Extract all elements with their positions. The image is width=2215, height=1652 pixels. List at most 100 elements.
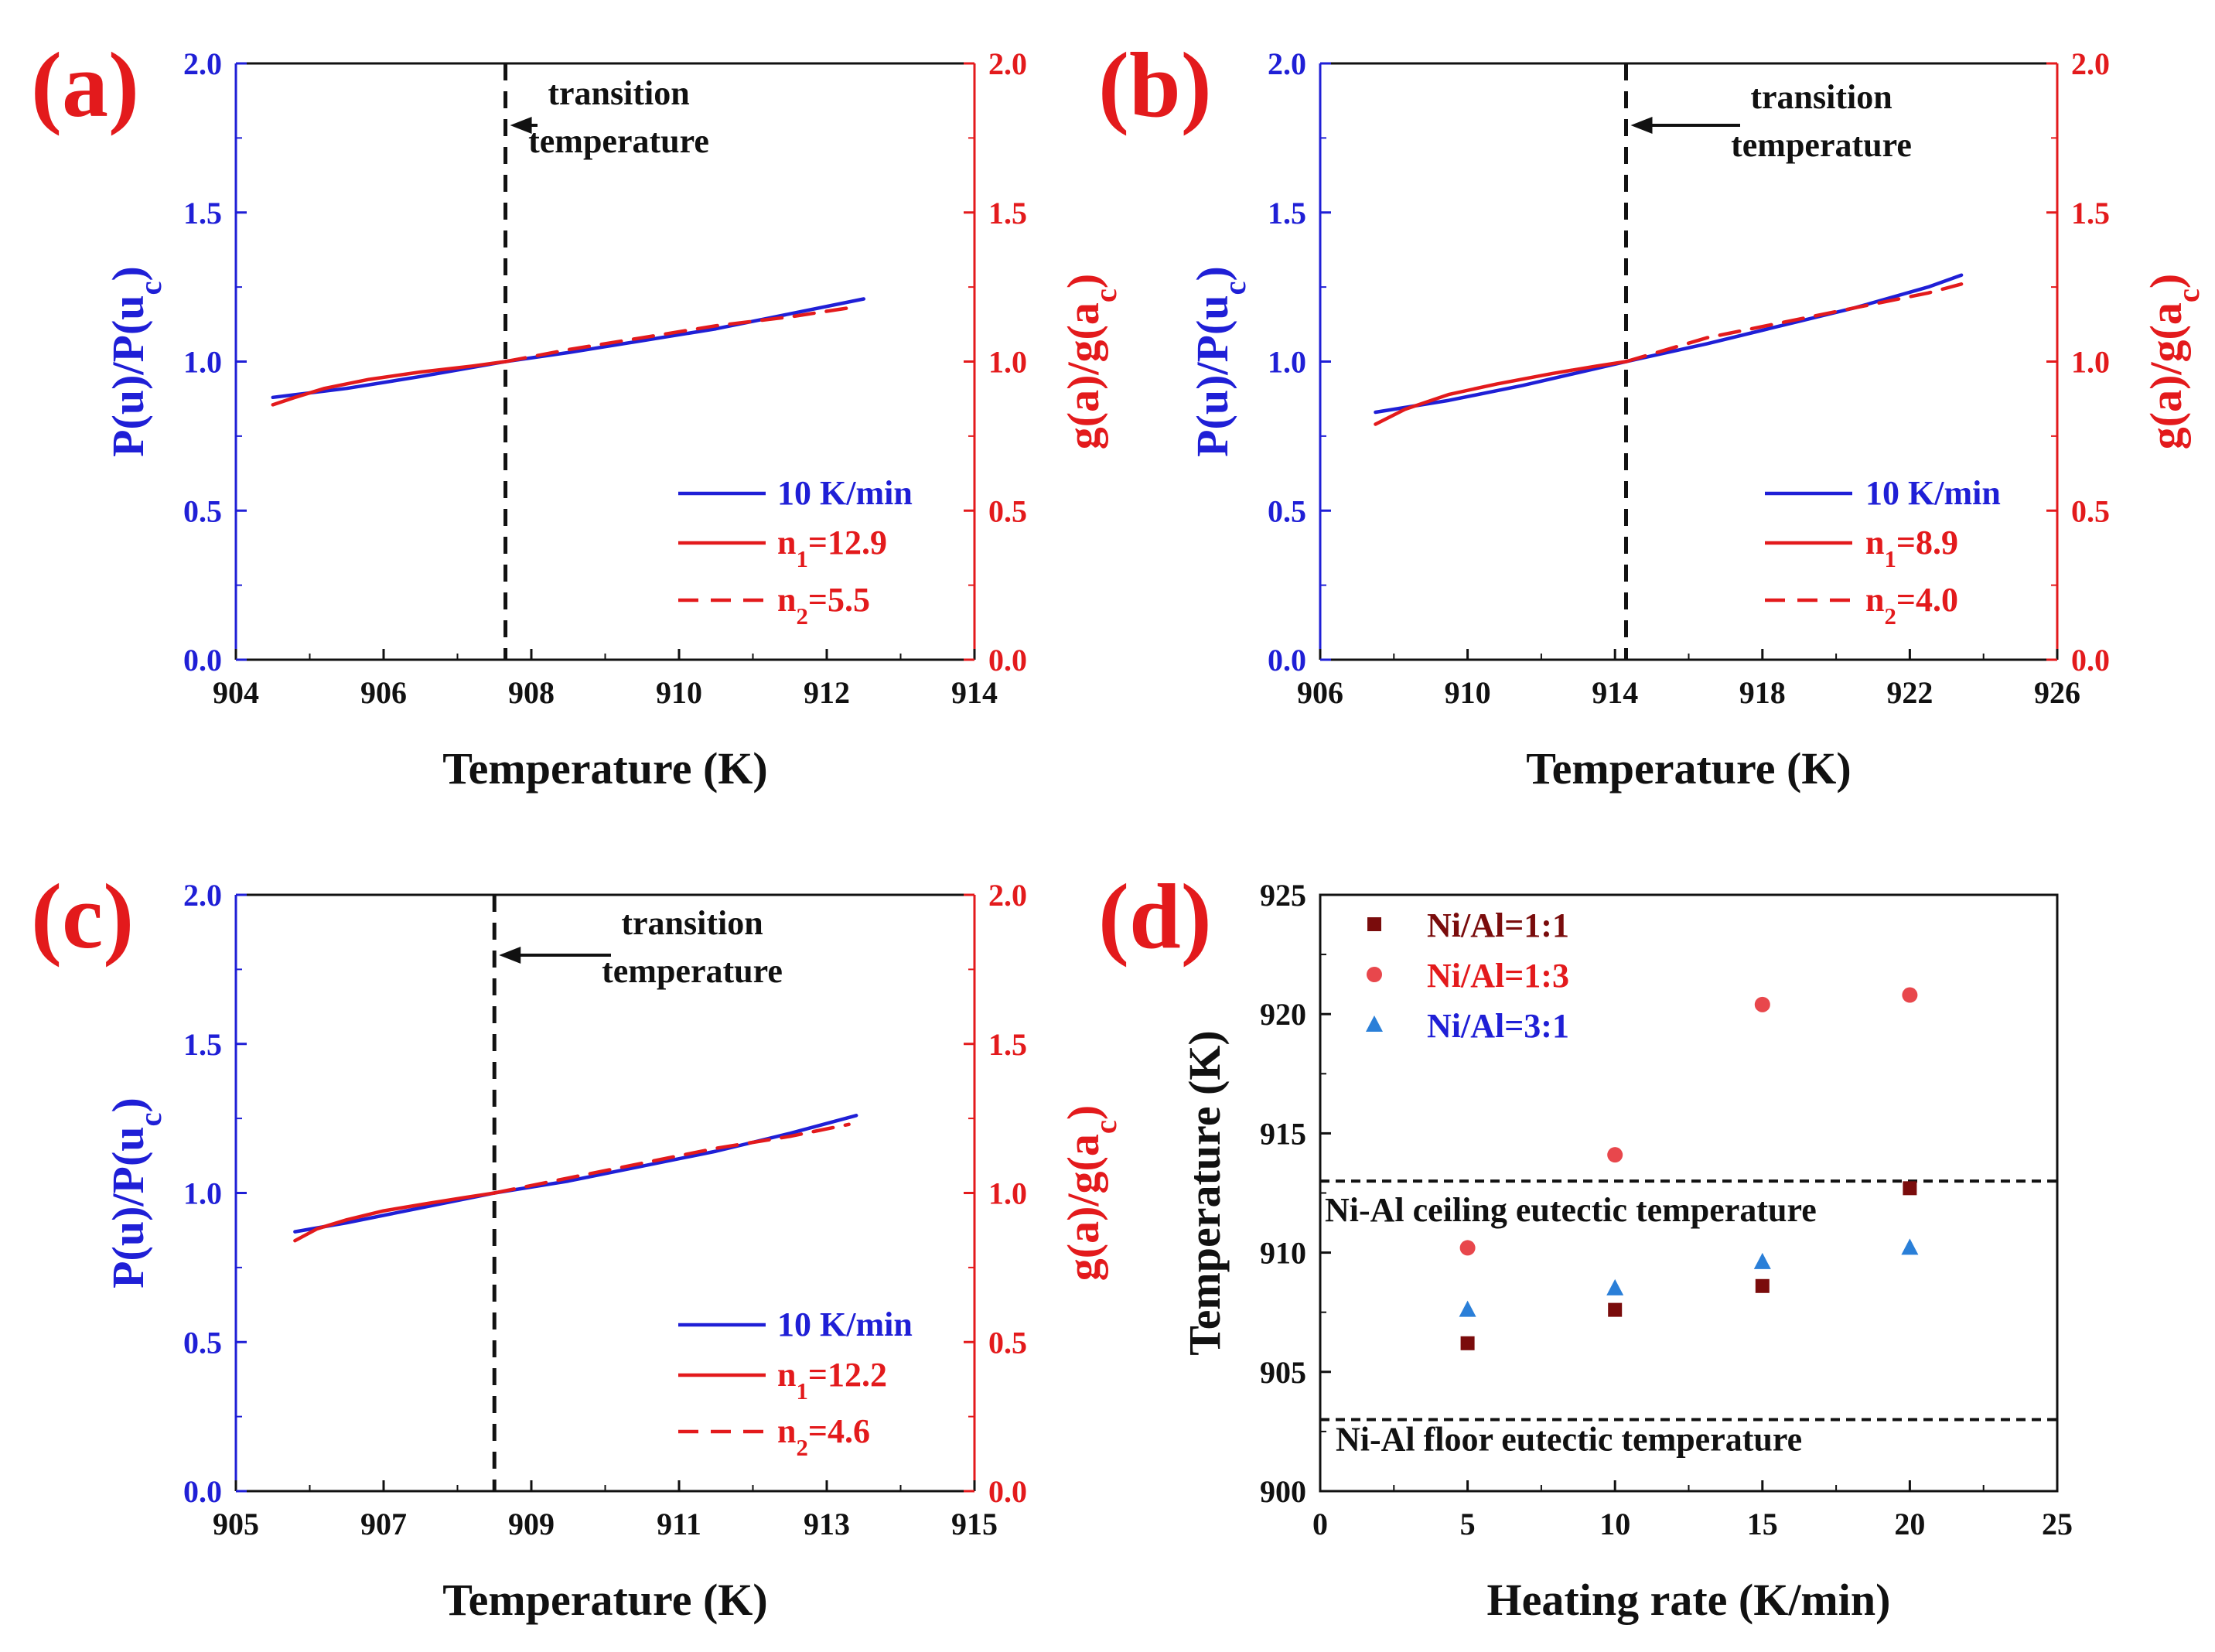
annotation-line-1: transition — [1750, 78, 1892, 116]
series-line-2 — [493, 1122, 851, 1195]
series-line-1 — [271, 360, 507, 407]
series-line-1 — [293, 1191, 497, 1243]
panel-label: (c) — [31, 865, 134, 968]
legend-marker — [1366, 1015, 1383, 1032]
annotation-arrow-head — [1630, 117, 1653, 134]
legend-label: Ni/Al=1:3 — [1427, 957, 1569, 995]
x-tick-label: 905 — [213, 1507, 259, 1541]
x-tick-label: 907 — [360, 1507, 407, 1541]
data-point — [1902, 987, 1918, 1003]
right-y-tick-label: 1.0 — [2071, 345, 2110, 380]
x-tick-label: 909 — [508, 1507, 555, 1541]
left-y-tick-label: 0.0 — [183, 1474, 222, 1509]
x-tick-label: 914 — [951, 675, 998, 710]
data-point — [1460, 1336, 1475, 1350]
series-line-0 — [1374, 273, 1964, 415]
x-tick-label: 15 — [1747, 1507, 1778, 1541]
data-point — [1755, 1278, 1770, 1293]
left-y-tick-label: 0.0 — [183, 643, 222, 678]
annotation-line-2: temperature — [1731, 126, 1912, 164]
x-axis-label: Temperature (K) — [442, 743, 767, 794]
right-y-tick-label: 0.0 — [988, 1474, 1027, 1509]
y-tick-label: 900 — [1260, 1474, 1306, 1509]
legend-label: 10 K/min — [777, 1306, 913, 1343]
legend-marker — [1367, 917, 1381, 931]
left-y-tick-label: 0.5 — [1268, 493, 1306, 528]
left-y-axis-label: P(u)/P(uc) — [103, 1097, 168, 1288]
panel-label: (b) — [1098, 33, 1212, 136]
x-tick-label: 911 — [657, 1507, 701, 1541]
data-point — [1606, 1278, 1624, 1295]
legend-label: n2=5.5 — [777, 581, 870, 630]
left-y-tick-label: 1.0 — [183, 345, 222, 380]
x-tick-label: 910 — [656, 675, 702, 710]
right-y-axis-label: g(a)/g(ac) — [1058, 274, 1123, 449]
right-y-tick-label: 0.5 — [988, 1325, 1027, 1360]
x-tick-label: 20 — [1894, 1507, 1925, 1541]
legend-label: 10 K/min — [777, 474, 913, 512]
floor-label: Ni-Al floor eutectic temperature — [1336, 1420, 1802, 1458]
y-tick-label: 920 — [1260, 997, 1306, 1032]
left-y-tick-label: 0.5 — [183, 493, 222, 528]
right-y-tick-label: 2.0 — [988, 878, 1027, 913]
left-y-tick-label: 1.5 — [1268, 196, 1306, 230]
y-axis-label: Temperature (K) — [1179, 1030, 1230, 1355]
y-tick-label: 910 — [1260, 1236, 1306, 1271]
right-y-tick-label: 1.0 — [988, 345, 1027, 380]
left-y-tick-label: 0.0 — [1268, 643, 1306, 678]
series-line-2 — [1624, 282, 1964, 364]
annotation-line-2: temperature — [528, 122, 709, 160]
legend-label: Ni/Al=3:1 — [1427, 1007, 1569, 1045]
ceiling-label: Ni-Al ceiling eutectic temperature — [1325, 1191, 1817, 1229]
left-y-tick-label: 0.5 — [183, 1325, 222, 1360]
x-tick-label: 918 — [1739, 675, 1786, 710]
annotation-line-2: temperature — [602, 952, 783, 990]
legend-label: n2=4.6 — [777, 1412, 870, 1461]
data-point — [1903, 1181, 1917, 1196]
series-line-1 — [1374, 360, 1628, 426]
data-point — [1901, 1238, 1919, 1255]
legend-label: n1=12.9 — [777, 524, 887, 572]
annotation-line-1: transition — [621, 904, 763, 942]
annotation-arrow-head — [510, 117, 532, 134]
left-y-axis-label: P(u)/P(uc) — [1187, 266, 1252, 457]
x-tick-label: 906 — [360, 675, 407, 710]
legend-marker — [1367, 967, 1382, 982]
x-axis-label: Temperature (K) — [442, 1575, 767, 1625]
right-y-axis-label: g(a)/g(ac) — [2141, 274, 2206, 449]
right-y-axis-label: g(a)/g(ac) — [1058, 1105, 1123, 1281]
legend-label: Ni/Al=1:1 — [1427, 906, 1569, 944]
left-y-tick-label: 1.5 — [183, 196, 222, 230]
series-line-2 — [503, 305, 851, 364]
x-tick-label: 0 — [1312, 1507, 1328, 1541]
x-tick-label: 912 — [804, 675, 850, 710]
left-y-tick-label: 1.5 — [183, 1027, 222, 1062]
legend-label: n1=12.2 — [777, 1356, 887, 1405]
right-y-tick-label: 1.5 — [2071, 196, 2110, 230]
left-y-tick-label: 1.0 — [1268, 345, 1306, 380]
x-tick-label: 913 — [804, 1507, 850, 1541]
left-y-tick-label: 2.0 — [183, 46, 222, 81]
y-tick-label: 905 — [1260, 1355, 1306, 1390]
right-y-tick-label: 1.5 — [988, 196, 1027, 230]
x-tick-label: 910 — [1445, 675, 1491, 710]
right-y-tick-label: 0.5 — [988, 493, 1027, 528]
annotation-arrow-head — [499, 947, 521, 964]
annotation-line-1: transition — [548, 74, 689, 112]
data-point — [1754, 996, 1770, 1012]
x-tick-label: 926 — [2034, 675, 2080, 710]
left-y-axis-label: P(u)/P(uc) — [103, 266, 168, 457]
x-axis-label: Heating rate (K/min) — [1487, 1575, 1891, 1625]
left-y-tick-label: 2.0 — [1268, 46, 1306, 81]
x-tick-label: 915 — [951, 1507, 998, 1541]
legend-label: 10 K/min — [1865, 474, 2001, 512]
right-y-tick-label: 2.0 — [988, 46, 1027, 81]
series-line-0 — [293, 1114, 858, 1234]
y-tick-label: 925 — [1260, 878, 1306, 913]
x-axis-label: Temperature (K) — [1526, 743, 1851, 794]
data-point — [1753, 1252, 1771, 1269]
panel-d: 0 5 10 15 20 25 900 905 910 915 920 925 Heating rate… — [1098, 865, 2073, 1625]
